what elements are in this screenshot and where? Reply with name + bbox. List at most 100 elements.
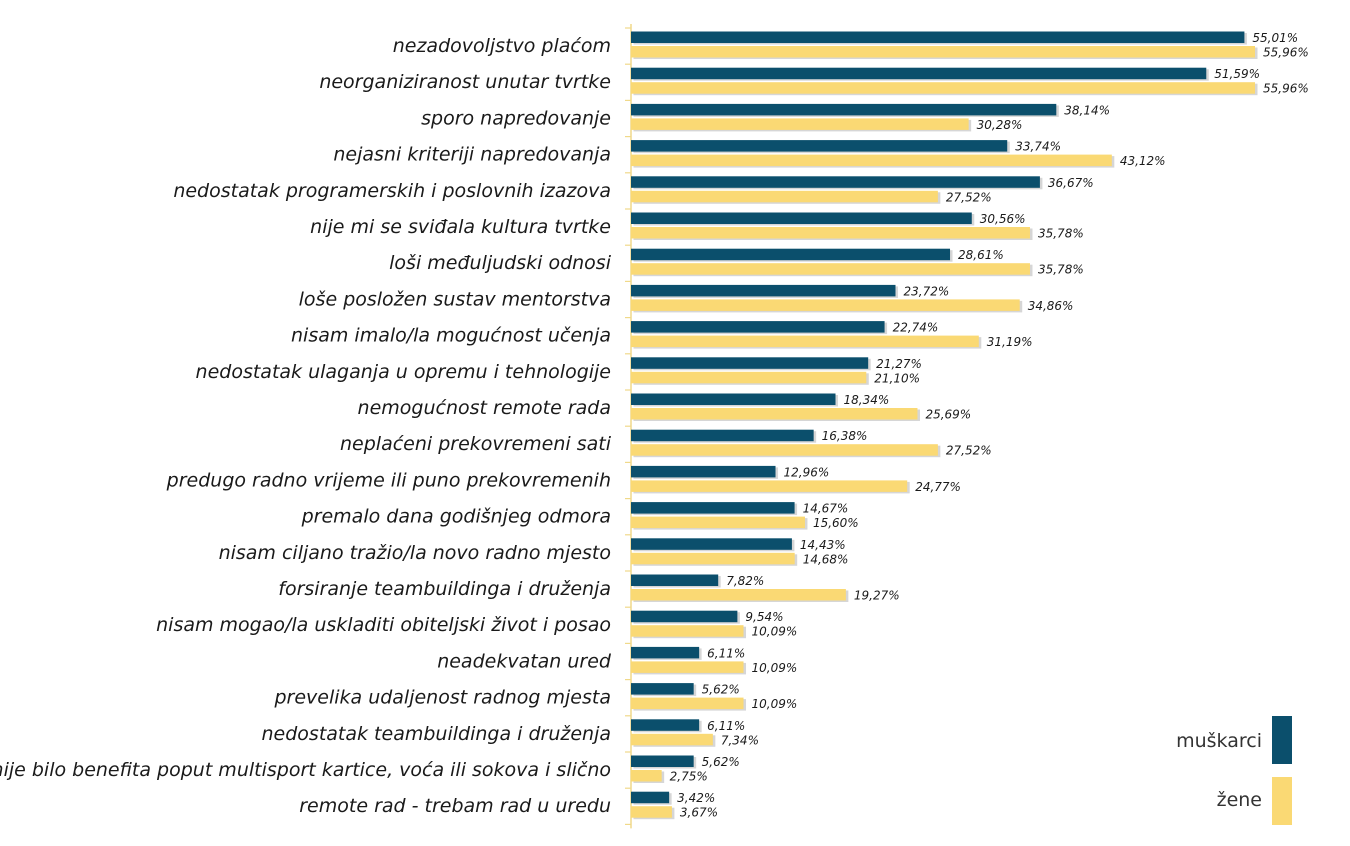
- value-label-muskarci: 6,11%: [707, 646, 745, 660]
- category-label: nedostatak teambuildinga i druženja: [262, 723, 611, 745]
- category-label: predugo radno vrijeme ili puno prekovrem…: [166, 469, 611, 491]
- legend-label-zene: žene: [1217, 789, 1262, 811]
- bar-muskarci: [631, 393, 836, 405]
- bar-muskarci: [631, 574, 719, 586]
- category-label: nije mi se sviđala kultura tvrtke: [310, 216, 611, 238]
- legend-label-muskarci: muškarci: [1176, 730, 1262, 752]
- bar-muskarci: [631, 683, 694, 695]
- legend-swatch-zene: [1272, 777, 1292, 825]
- value-label-zene: 55,96%: [1263, 46, 1309, 60]
- value-label-zene: 2,75%: [670, 770, 708, 784]
- bar-muskarci: [631, 755, 694, 767]
- value-label-muskarci: 22,74%: [893, 321, 939, 335]
- bar-muskarci: [631, 357, 869, 369]
- bar-zene: [631, 480, 908, 492]
- category-label: nedostatak programerskih i poslovnih iza…: [173, 180, 611, 202]
- value-label-zene: 15,60%: [813, 516, 859, 530]
- value-label-muskarci: 38,14%: [1064, 103, 1110, 117]
- value-label-muskarci: 7,82%: [726, 574, 764, 588]
- value-label-muskarci: 21,27%: [876, 357, 922, 371]
- bar-muskarci: [631, 212, 972, 224]
- bar-zene: [631, 697, 744, 710]
- value-label-zene: 19,27%: [854, 589, 900, 603]
- value-label-zene: 43,12%: [1120, 154, 1166, 168]
- category-label: nedostatak ulaganja u opremu i tehnologi…: [196, 361, 611, 383]
- bar-muskarci: [631, 321, 885, 333]
- bar-zene: [631, 589, 846, 601]
- value-label-zene: 10,09%: [752, 697, 798, 711]
- value-label-muskarci: 16,38%: [822, 429, 868, 443]
- bar-zene: [631, 770, 662, 782]
- value-label-muskarci: 14,67%: [803, 502, 849, 516]
- bar-muskarci: [631, 465, 776, 478]
- bar-zene: [631, 806, 672, 818]
- bar-zene: [631, 335, 979, 348]
- category-label: loše posložen sustav mentorstva: [299, 288, 611, 310]
- category-label: loši međuljudski odnosi: [389, 252, 612, 274]
- value-label-zene: 34,86%: [1028, 299, 1074, 313]
- category-label: forsiranje teambuildinga i druženja: [278, 578, 611, 600]
- bar-zene: [631, 46, 1255, 58]
- value-label-zene: 35,78%: [1038, 227, 1084, 241]
- bar-zene: [631, 661, 744, 673]
- value-label-muskarci: 5,62%: [702, 683, 740, 697]
- bar-zene: [631, 371, 867, 384]
- value-label-zene: 31,19%: [987, 335, 1033, 349]
- category-label: nisam imalo/la mogućnost učenja: [291, 325, 611, 347]
- category-label: nejasni kriteriji napredovanja: [333, 144, 611, 166]
- value-label-zene: 10,09%: [752, 661, 798, 675]
- bar-zene: [631, 154, 1112, 167]
- value-label-zene: 55,96%: [1263, 82, 1309, 96]
- value-label-zene: 10,09%: [752, 625, 798, 639]
- bar-muskarci: [631, 103, 1057, 116]
- bar-muskarci: [631, 538, 792, 550]
- category-label: neadekvatan ured: [437, 650, 612, 672]
- bar-zene: [631, 190, 938, 203]
- bar-zene: [631, 118, 969, 130]
- bar-zene: [631, 227, 1030, 239]
- category-label: remote rad - trebam rad u uredu: [299, 795, 611, 817]
- bar-muskarci: [631, 791, 670, 804]
- category-label: neorganiziranost unutar tvrtke: [319, 71, 611, 93]
- category-label: prevelika udaljenost radnog mjesta: [273, 687, 611, 709]
- value-label-muskarci: 3,42%: [677, 791, 715, 805]
- value-label-muskarci: 36,67%: [1048, 176, 1094, 190]
- value-label-muskarci: 9,54%: [745, 610, 783, 624]
- bar-muskarci: [631, 646, 700, 659]
- bar-muskarci: [631, 248, 951, 261]
- bar-zene: [631, 299, 1020, 311]
- bar-zene: [631, 552, 795, 565]
- bar-muskarci: [631, 284, 896, 297]
- value-label-muskarci: 6,11%: [707, 719, 745, 733]
- value-label-zene: 25,69%: [925, 408, 971, 422]
- value-label-zene: 3,67%: [680, 806, 718, 820]
- value-label-muskarci: 5,62%: [702, 755, 740, 769]
- bar-muskarci: [631, 140, 1008, 152]
- value-label-zene: 24,77%: [915, 480, 961, 494]
- category-label: nisam mogao/la uskladiti obiteljski živo…: [156, 614, 611, 636]
- value-label-zene: 21,10%: [874, 371, 920, 385]
- bar-muskarci: [631, 429, 814, 442]
- value-label-muskarci: 18,34%: [844, 393, 890, 407]
- value-label-muskarci: 55,01%: [1252, 31, 1298, 45]
- value-label-muskarci: 30,56%: [980, 212, 1026, 226]
- value-label-zene: 7,34%: [721, 733, 759, 747]
- value-label-zene: 35,78%: [1038, 263, 1084, 277]
- bar-zene: [631, 733, 713, 746]
- bar-muskarci: [631, 67, 1207, 80]
- category-label: premalo dana godišnjeg odmora: [301, 506, 611, 528]
- value-label-zene: 27,52%: [946, 444, 992, 458]
- bar-muskarci: [631, 176, 1040, 188]
- legend: muškarci žene: [1176, 716, 1292, 825]
- category-label: nije bilo benefita poput multisport kart…: [0, 759, 611, 781]
- value-label-muskarci: 33,74%: [1015, 140, 1061, 154]
- value-label-muskarci: 23,72%: [903, 284, 949, 298]
- bar-zene: [631, 263, 1030, 275]
- value-label-muskarci: 28,61%: [958, 248, 1004, 262]
- value-label-muskarci: 51,59%: [1214, 67, 1260, 81]
- bar-zene: [631, 82, 1255, 94]
- bar-muskarci: [631, 31, 1245, 43]
- bar-zene: [631, 444, 938, 456]
- bar-muskarci: [631, 610, 738, 623]
